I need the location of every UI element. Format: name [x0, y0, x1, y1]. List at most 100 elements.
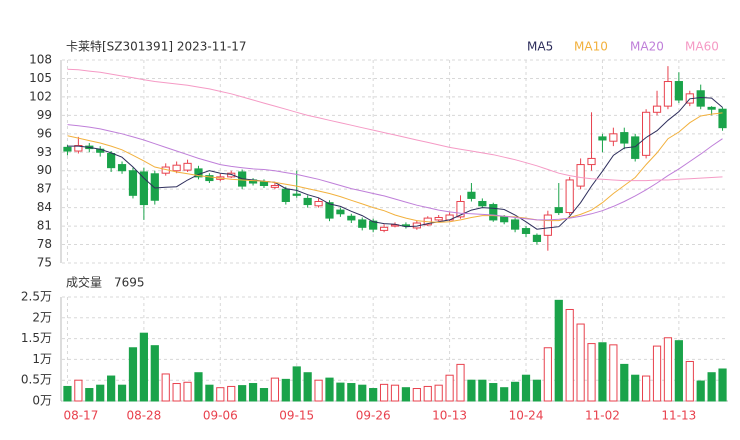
- volume-bar: [292, 366, 301, 402]
- candle-body: [620, 132, 629, 144]
- candle-body: [467, 191, 476, 199]
- volume-bar: [423, 385, 432, 402]
- candle-body: [107, 153, 116, 169]
- y-tick-label: 2.5万: [21, 290, 52, 304]
- y-tick-label: 0万: [32, 394, 52, 408]
- volume-bar: [445, 374, 454, 402]
- ma-line: [67, 112, 723, 223]
- ma-line: [67, 124, 723, 221]
- candle-body: [139, 171, 148, 206]
- volume-bar: [532, 379, 542, 402]
- x-tick-label: 09-15: [279, 409, 314, 423]
- ma-line: [67, 68, 723, 182]
- volume-bar: [107, 375, 116, 402]
- volume-bar: [609, 344, 618, 402]
- y-tick-label: 0.5万: [21, 373, 52, 387]
- y-tick-label: 2万: [32, 310, 52, 324]
- volume-bar: [652, 345, 662, 402]
- volume-bar: [96, 384, 105, 402]
- volume-bar: [369, 388, 378, 402]
- volume-bar: [390, 384, 400, 402]
- volume-bar: [336, 382, 345, 402]
- candle-body: [554, 207, 563, 214]
- y-tick-label: 81: [37, 219, 52, 233]
- candle-body: [565, 179, 574, 214]
- volume-bar: [85, 388, 94, 402]
- volume-bar: [270, 377, 280, 402]
- candle-body: [718, 108, 727, 129]
- x-tick-label: 10-13: [432, 409, 467, 423]
- candle-body: [128, 170, 138, 196]
- candle-body: [63, 146, 72, 152]
- candle-body: [576, 164, 585, 187]
- candle-body: [521, 228, 531, 234]
- volume-bar: [565, 308, 574, 402]
- candle-body: [674, 81, 683, 101]
- y-tick-label: 84: [37, 200, 52, 214]
- volume-bar: [663, 337, 673, 402]
- candle-body: [379, 226, 389, 231]
- candle-body: [303, 197, 312, 206]
- volume-bar: [631, 374, 640, 402]
- y-tick-label: 108: [29, 53, 52, 67]
- candle-body: [652, 105, 662, 113]
- candle-body: [478, 200, 487, 207]
- volume-bar: [172, 383, 181, 402]
- volume-bar: [576, 323, 585, 402]
- candle-body: [183, 162, 192, 171]
- y-tick-label: 87: [37, 182, 52, 196]
- volume-bar: [281, 378, 290, 402]
- candle-body: [281, 188, 290, 202]
- volume-bar: [401, 387, 411, 402]
- candle-body: [510, 219, 520, 230]
- volume-bar: [379, 383, 389, 402]
- volume-bar: [554, 299, 563, 402]
- x-tick-label: 08-17: [63, 409, 98, 423]
- candle-body: [205, 175, 214, 182]
- candle-body: [707, 106, 716, 110]
- candle-body: [532, 234, 542, 242]
- volume-bar: [598, 342, 607, 402]
- candle-body: [74, 145, 83, 152]
- y-tick-label: 1万: [32, 352, 52, 366]
- volume-bar: [521, 374, 531, 402]
- volume-bar: [74, 379, 83, 402]
- volume-bar: [259, 388, 269, 402]
- legend-entry: MA5: [527, 40, 553, 54]
- legend-entry: MA10: [574, 40, 608, 54]
- candle-body: [314, 200, 323, 207]
- y-tick-label: 96: [37, 126, 52, 140]
- volume-bar: [478, 379, 487, 402]
- x-tick-label: 11-13: [661, 409, 696, 423]
- candle-body: [336, 209, 345, 215]
- volume-bar: [434, 384, 443, 402]
- candle-body: [631, 136, 640, 159]
- volume-bar: [674, 340, 683, 402]
- y-tick-label: 93: [37, 145, 52, 159]
- volume-bar: [227, 385, 236, 402]
- x-tick-label: 11-02: [585, 409, 620, 423]
- x-tick-label: 08-28: [126, 409, 161, 423]
- volume-bar: [500, 387, 509, 402]
- candle-body: [347, 215, 356, 221]
- y-tick-label: 99: [37, 108, 52, 122]
- candle-body: [172, 164, 181, 172]
- volume-bar: [467, 379, 476, 402]
- volume-bar: [194, 372, 203, 402]
- candle-body: [500, 216, 509, 223]
- volume-bar: [63, 385, 72, 402]
- volume-bar: [489, 383, 498, 402]
- candle-body: [456, 200, 465, 218]
- volume-title: 成交量: [66, 275, 102, 290]
- volume-bar: [139, 332, 148, 402]
- volume-bar: [314, 379, 323, 402]
- candle-body: [117, 164, 127, 172]
- volume-bar: [642, 375, 651, 402]
- volume-bar: [587, 343, 596, 402]
- legend-entry: MA60: [685, 40, 719, 54]
- candle-body: [369, 220, 378, 230]
- candle-body: [663, 81, 673, 107]
- volume-bar: [685, 360, 694, 402]
- volume-bar: [456, 363, 465, 402]
